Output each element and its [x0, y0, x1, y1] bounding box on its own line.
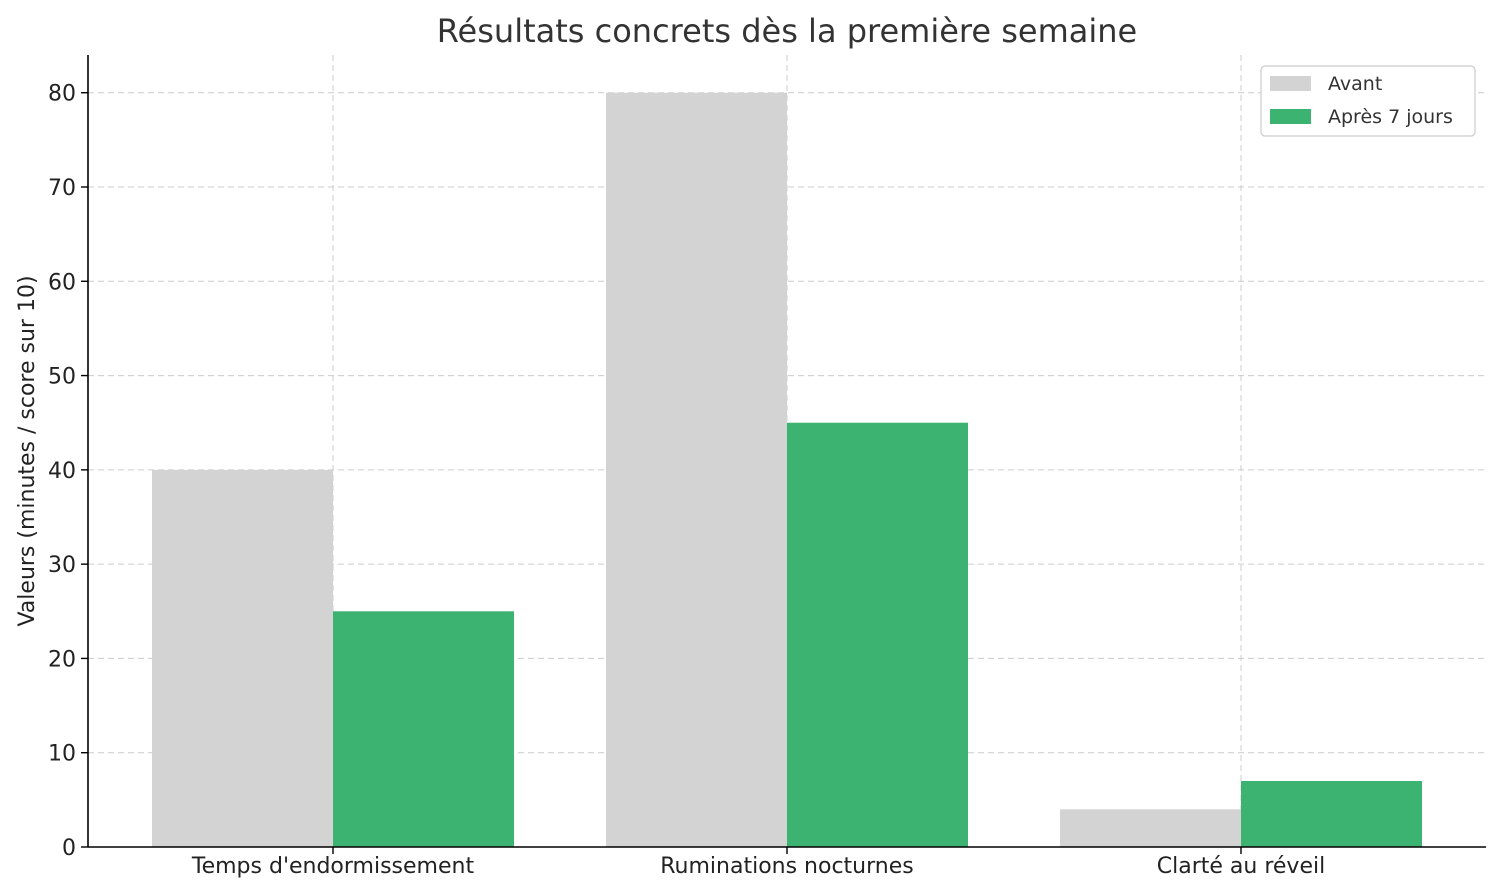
y-tick-label: 30	[48, 553, 76, 578]
legend: Avant Après 7 jours	[1260, 65, 1476, 137]
bar-avant-2	[1060, 809, 1241, 847]
legend-swatch	[1270, 109, 1311, 124]
legend-entry: Avant	[1328, 73, 1382, 95]
y-axis-label: Valeurs (minutes / score sur 10)	[15, 275, 40, 626]
bars-layer	[152, 92, 1422, 847]
legend-entry: Après 7 jours	[1328, 106, 1453, 128]
bar-apres-1	[787, 422, 968, 847]
y-tick-label: 40	[48, 459, 76, 484]
y-tick-label: 20	[48, 647, 76, 672]
y-tick-label: 0	[62, 836, 76, 861]
y-tick-label: 80	[48, 82, 76, 107]
legend-box	[1260, 65, 1476, 137]
bar-avant-0	[152, 469, 333, 847]
y-tick-label: 50	[48, 365, 76, 390]
y-tick-label: 70	[48, 176, 76, 201]
x-tick-label: Clarté au réveil	[1157, 854, 1325, 879]
x-tick-label: Temps d'endormissement	[191, 854, 475, 879]
x-tick-label: Ruminations nocturnes	[660, 854, 913, 879]
y-tick-label: 10	[48, 742, 76, 767]
bar-apres-2	[1241, 781, 1422, 847]
chart-title: Résultats concrets dès la première semai…	[437, 12, 1137, 50]
legend-swatch	[1270, 76, 1311, 91]
bar-apres-0	[333, 611, 514, 847]
bar-avant-1	[606, 92, 787, 847]
ticks-layer: 0 10 20 30 40 50 60 70 80 Temps d'endormissement R…	[48, 82, 1325, 879]
y-tick-label: 60	[48, 270, 76, 295]
